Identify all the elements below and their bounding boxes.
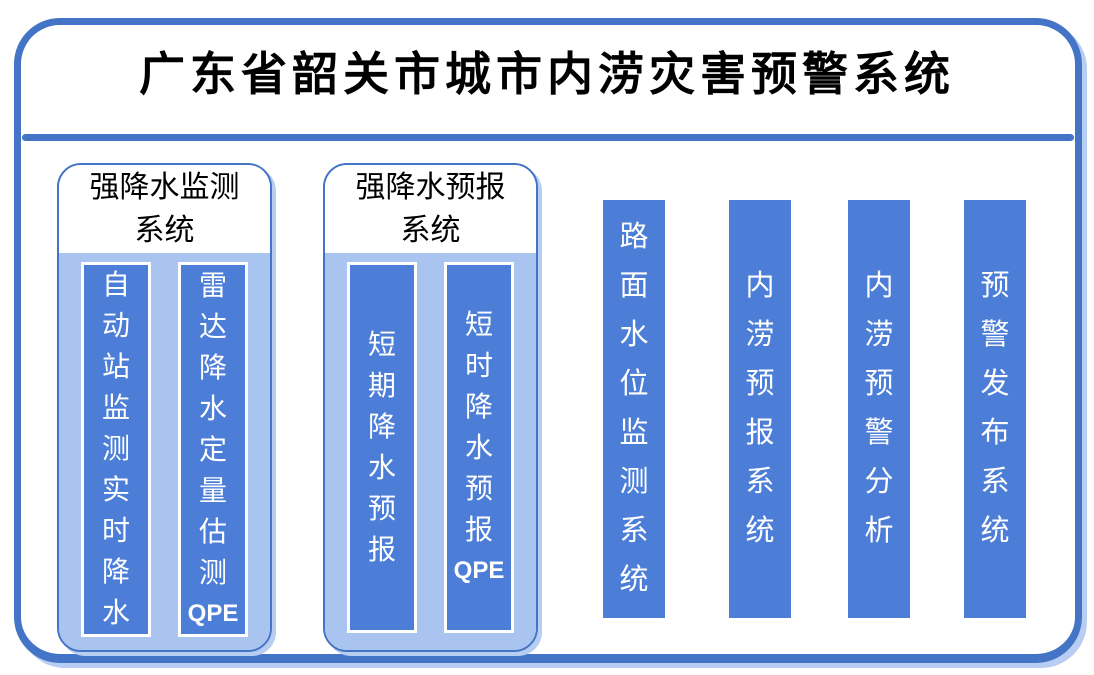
group-rain-forecast-title: 强降水预报系统 — [355, 171, 506, 247]
bar-radar-rainfall-qpe-label: 雷达降水定量估测 QPE — [187, 270, 239, 627]
group-rain-forecast-header: 强降水预报系统 — [325, 165, 536, 253]
bar-waterlogging-warning-analysis: 内涝预警分析 — [848, 200, 910, 618]
group-rain-monitoring-header: 强降水监测系统 — [59, 165, 270, 253]
group-rain-monitoring-body: 自动站监测实时降水 雷达降水定量估测 QPE — [59, 253, 270, 650]
bar-waterlogging-warning-analysis-label: 内涝预警分析 — [864, 270, 894, 547]
bar-waterlogging-forecast-system: 内涝预报系统 — [729, 200, 791, 618]
group-rain-forecast-body: 短期降水预报 短时降水预报 QPE — [325, 253, 536, 650]
bar-waterlogging-forecast-label: 内涝预报系统 — [745, 270, 775, 547]
bar-road-water-level-monitoring-label: 路面水位监测系统 — [619, 221, 649, 596]
bar-road-water-level-monitoring-system: 路面水位监测系统 — [603, 200, 665, 618]
bar-short-term-rain-forecast-label: 短期降水预报 — [367, 329, 396, 566]
bar-nowcast-rain-forecast-qpe-label: 短时降水预报 QPE — [453, 309, 505, 584]
group-rain-monitoring-system: 强降水监测系统 自动站监测实时降水 雷达降水定量估测 QPE — [57, 163, 272, 652]
bar-nowcast-rain-forecast-qpe: 短时降水预报 QPE — [444, 262, 514, 633]
bar-auto-station-realtime-rainfall-label: 自动站监测实时降水 — [101, 270, 130, 629]
group-rain-monitoring-title: 强降水监测系统 — [89, 171, 240, 247]
bar-auto-station-realtime-rainfall: 自动站监测实时降水 — [81, 262, 151, 637]
bar-warning-release-system: 预警发布系统 — [964, 200, 1026, 618]
title-divider-line — [22, 134, 1074, 141]
bar-short-term-rain-forecast: 短期降水预报 — [347, 262, 417, 633]
group-rain-forecast-system: 强降水预报系统 短期降水预报 短时降水预报 QPE — [323, 163, 538, 652]
outer-frame — [14, 18, 1082, 663]
diagram-title: 广东省韶关市城市内涝灾害预警系统 — [139, 48, 955, 100]
bar-radar-rainfall-qpe: 雷达降水定量估测 QPE — [178, 262, 248, 637]
bar-warning-release-label: 预警发布系统 — [980, 270, 1010, 547]
